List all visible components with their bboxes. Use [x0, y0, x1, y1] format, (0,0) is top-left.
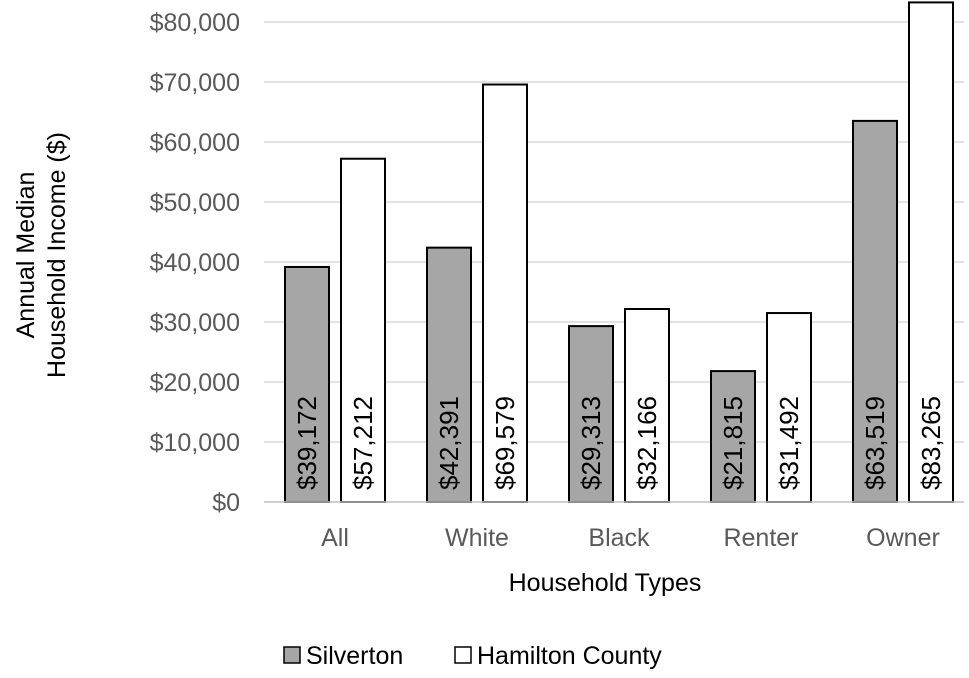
y-tick-label: $0	[212, 489, 240, 517]
bar-hamilton-county-white	[482, 83, 528, 503]
data-label-hamilton-county-owner: $83,265	[916, 396, 946, 490]
y-tick-label: $10,000	[150, 429, 240, 457]
data-label-silverton-all: $39,172	[292, 396, 322, 490]
y-tick-label: $60,000	[150, 129, 240, 157]
y-tick-label: $70,000	[150, 69, 240, 97]
x-tick-label: Renter	[723, 524, 798, 552]
data-label-silverton-black: $29,313	[576, 396, 606, 490]
y-tick-label: $40,000	[150, 249, 240, 277]
x-axis-ticks: All White Black Renter Owner	[321, 524, 940, 552]
data-label-silverton-white: $42,391	[434, 396, 464, 490]
bar-hamilton-county-renter	[766, 312, 812, 503]
x-tick-label: White	[445, 524, 509, 552]
y-axis-label-line2: Household Income ($)	[43, 132, 71, 378]
bar-silverton-all	[284, 265, 330, 503]
y-axis-ticks: $0 $10,000 $20,000 $30,000 $40,000 $50,000 $60…	[150, 9, 240, 517]
bar-silverton-renter	[710, 370, 756, 503]
y-tick-label: $80,000	[150, 9, 240, 37]
data-label-hamilton-county-black: $32,166	[632, 396, 662, 490]
data-label-hamilton-county-all: $57,212	[348, 396, 378, 490]
data-label-silverton-renter: $21,815	[718, 396, 748, 490]
bar-silverton-black	[568, 325, 614, 504]
x-tick-label: All	[321, 524, 349, 552]
legend-label-hamilton-county: Hamilton County	[477, 642, 662, 670]
legend: Silverton Hamilton County	[283, 642, 662, 670]
y-tick-label: $20,000	[150, 369, 240, 397]
data-label-hamilton-county-renter: $31,492	[774, 396, 804, 490]
legend-label-silverton: Silverton	[306, 642, 403, 670]
y-tick-label: $30,000	[150, 309, 240, 337]
bar-hamilton-county-black	[624, 308, 670, 503]
x-tick-label: Owner	[866, 524, 940, 552]
bars: $39,172 $57,212 $42,391 $69,579 $29,313 $32,1…	[284, 1, 954, 504]
y-tick-label: $50,000	[150, 189, 240, 217]
data-label-silverton-owner: $63,519	[860, 396, 890, 490]
bar-silverton-white	[426, 246, 472, 503]
legend-swatch-hamilton-county	[454, 646, 472, 664]
y-axis-label-line1: Annual Median	[12, 172, 40, 339]
x-tick-label: Black	[588, 524, 650, 552]
x-axis-label: Household Types	[509, 569, 702, 597]
data-label-hamilton-county-white: $69,579	[490, 396, 520, 490]
legend-swatch-silverton	[283, 646, 301, 664]
bar-hamilton-county-owner	[908, 1, 954, 503]
